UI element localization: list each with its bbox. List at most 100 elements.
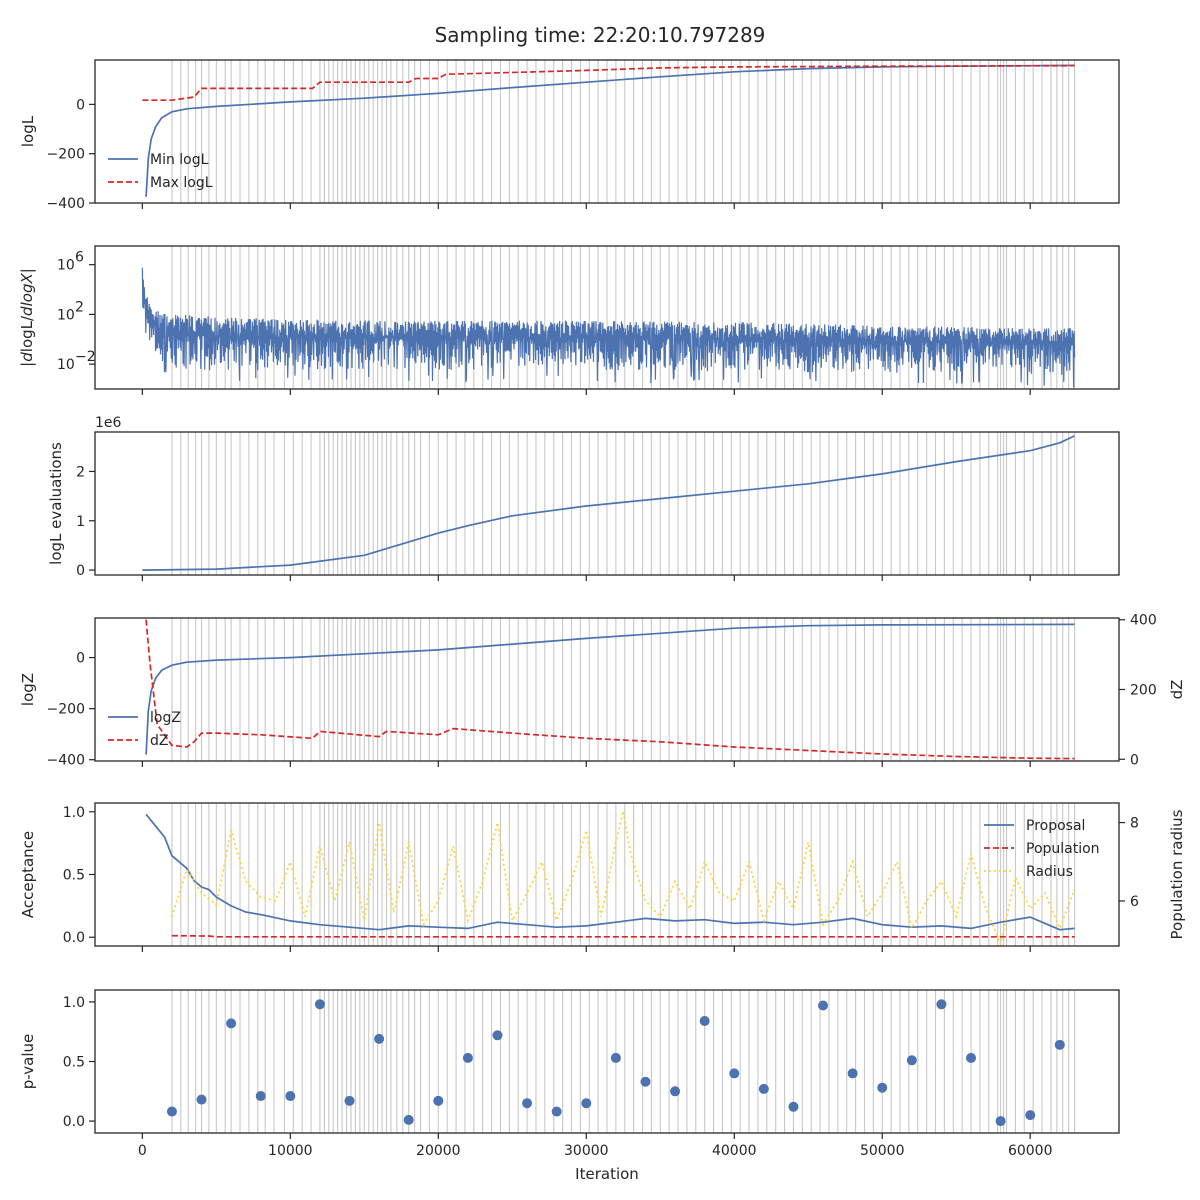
- data-point: [522, 1098, 533, 1109]
- data-point: [581, 1098, 592, 1109]
- y-tick-label: −200: [47, 702, 85, 718]
- y-tick-label-right: 200: [1130, 683, 1157, 699]
- data-point: [344, 1095, 355, 1106]
- y-tick-label-right: 6: [1130, 894, 1139, 910]
- series-proposal: [145, 813, 1075, 931]
- data-point: [374, 1033, 385, 1044]
- y-tick-label: 1.0: [63, 995, 85, 1011]
- series-min-logl: [145, 64, 1075, 197]
- data-point: [670, 1086, 681, 1097]
- data-point: [758, 1083, 769, 1094]
- plot-area: [145, 619, 1075, 760]
- data-point: [847, 1068, 858, 1079]
- y-tick-label-right: 0: [1130, 752, 1139, 768]
- data-point: [551, 1106, 562, 1117]
- axes-frame: [94, 245, 1120, 390]
- legend: Proposal Population Radius: [984, 818, 1100, 880]
- data-point: [729, 1068, 740, 1079]
- noisy-trace: [141, 267, 1076, 388]
- x-tick-label: 0: [138, 1143, 147, 1159]
- axes-frame: [94, 431, 1120, 576]
- y-tick-label: 10: [57, 258, 75, 274]
- series-series-1: [142, 435, 1075, 571]
- data-point: [226, 1018, 237, 1029]
- y-tick-label: 0.5: [63, 868, 85, 884]
- y-axis-label-right: dZ: [1168, 680, 1186, 700]
- y-tick-label: 1.0: [63, 805, 85, 821]
- data-point: [640, 1076, 651, 1087]
- vertical-lines: [171, 432, 1076, 575]
- data-point: [966, 1052, 977, 1063]
- data-point: [1025, 1110, 1036, 1121]
- y-axis-label: p-value: [19, 1034, 37, 1090]
- x-axis-label: Iteration: [575, 1165, 639, 1183]
- vertical-lines: [171, 618, 1076, 761]
- panel-6: 0.0 0.5 1.0 0 10000 20000 30000 40000 50000 60000…: [19, 989, 1120, 1159]
- plot-area: [142, 435, 1075, 571]
- legend-label: Max logL: [150, 175, 213, 191]
- y-tick-exponent: 6: [75, 250, 84, 266]
- y-axis-label: logL evaluations: [47, 442, 65, 565]
- y-tick-label-right: 400: [1130, 613, 1157, 629]
- vertical-lines: [171, 60, 1076, 203]
- x-tick-label: 20000: [416, 1143, 461, 1159]
- y-tick-label: 2: [76, 464, 85, 480]
- data-point: [906, 1055, 917, 1066]
- y-tick-label: 10: [57, 357, 75, 373]
- x-tick-label: 60000: [1008, 1143, 1053, 1159]
- y-tick-label: −200: [47, 147, 85, 163]
- plot-area: [141, 267, 1076, 388]
- y-tick-exponent: 2: [75, 299, 84, 315]
- series-radius: [171, 810, 1076, 946]
- data-point: [877, 1082, 888, 1093]
- data-point: [1054, 1039, 1065, 1050]
- data-point: [818, 1000, 829, 1011]
- data-point: [166, 1106, 177, 1117]
- data-point: [403, 1114, 414, 1125]
- series-dz: [145, 619, 1075, 760]
- x-tick-label: 40000: [712, 1143, 757, 1159]
- plot-area: [166, 999, 1065, 1127]
- axes-frame: [94, 59, 1120, 204]
- y-tick-label: 0: [76, 651, 85, 667]
- x-tick-label: 10000: [268, 1143, 313, 1159]
- legend-label: Radius: [1026, 864, 1073, 880]
- y-tick-label: 0: [76, 563, 85, 579]
- data-point: [433, 1095, 444, 1106]
- y-tick-label: 1: [76, 514, 85, 530]
- panel-3: 0 1 2 logL evaluations 1e6: [47, 415, 1120, 581]
- data-point: [462, 1052, 473, 1063]
- data-point: [610, 1052, 621, 1063]
- legend-label: Min logL: [150, 152, 209, 168]
- x-tick-label: 50000: [860, 1143, 905, 1159]
- data-point: [995, 1116, 1006, 1127]
- data-point: [255, 1091, 266, 1102]
- y-tick-label: 0.0: [63, 1114, 85, 1130]
- y-tick-label-right: 8: [1130, 816, 1139, 832]
- y-axis-label: logL: [19, 115, 37, 147]
- y-axis-label: logZ: [19, 673, 37, 706]
- y-axis-label: |dlogL/dlogX|: [18, 268, 36, 367]
- panel-2: 10 −210 210 6|dlogL/dlogX|: [18, 245, 1120, 395]
- y-tick-label: −400: [47, 753, 85, 769]
- data-point: [492, 1030, 503, 1041]
- legend-label: dZ: [150, 733, 168, 749]
- data-point: [788, 1101, 799, 1112]
- y-tick-label: 0.0: [63, 930, 85, 946]
- data-point: [314, 999, 325, 1010]
- panel-5: 0.0 0.5 1.0 6 8 Acceptance Population radius Pr…: [19, 802, 1186, 952]
- data-point: [936, 999, 947, 1010]
- y-tick-label: −400: [47, 196, 85, 212]
- y-axis-label-right: Population radius: [1168, 809, 1186, 939]
- plot-area: [142, 64, 1075, 197]
- legend-label: Proposal: [1026, 818, 1085, 834]
- panel-4: −400 −200 0 0 200 400 logZ dZ logZ dZ: [19, 613, 1186, 769]
- series-max-logl: [142, 64, 1075, 102]
- y-tick-label: 0: [76, 97, 85, 113]
- vertical-lines: [171, 246, 1076, 389]
- vertical-lines: [171, 803, 1076, 946]
- y-tick-exponent: −2: [75, 349, 96, 365]
- y-axis-label: Acceptance: [19, 831, 37, 918]
